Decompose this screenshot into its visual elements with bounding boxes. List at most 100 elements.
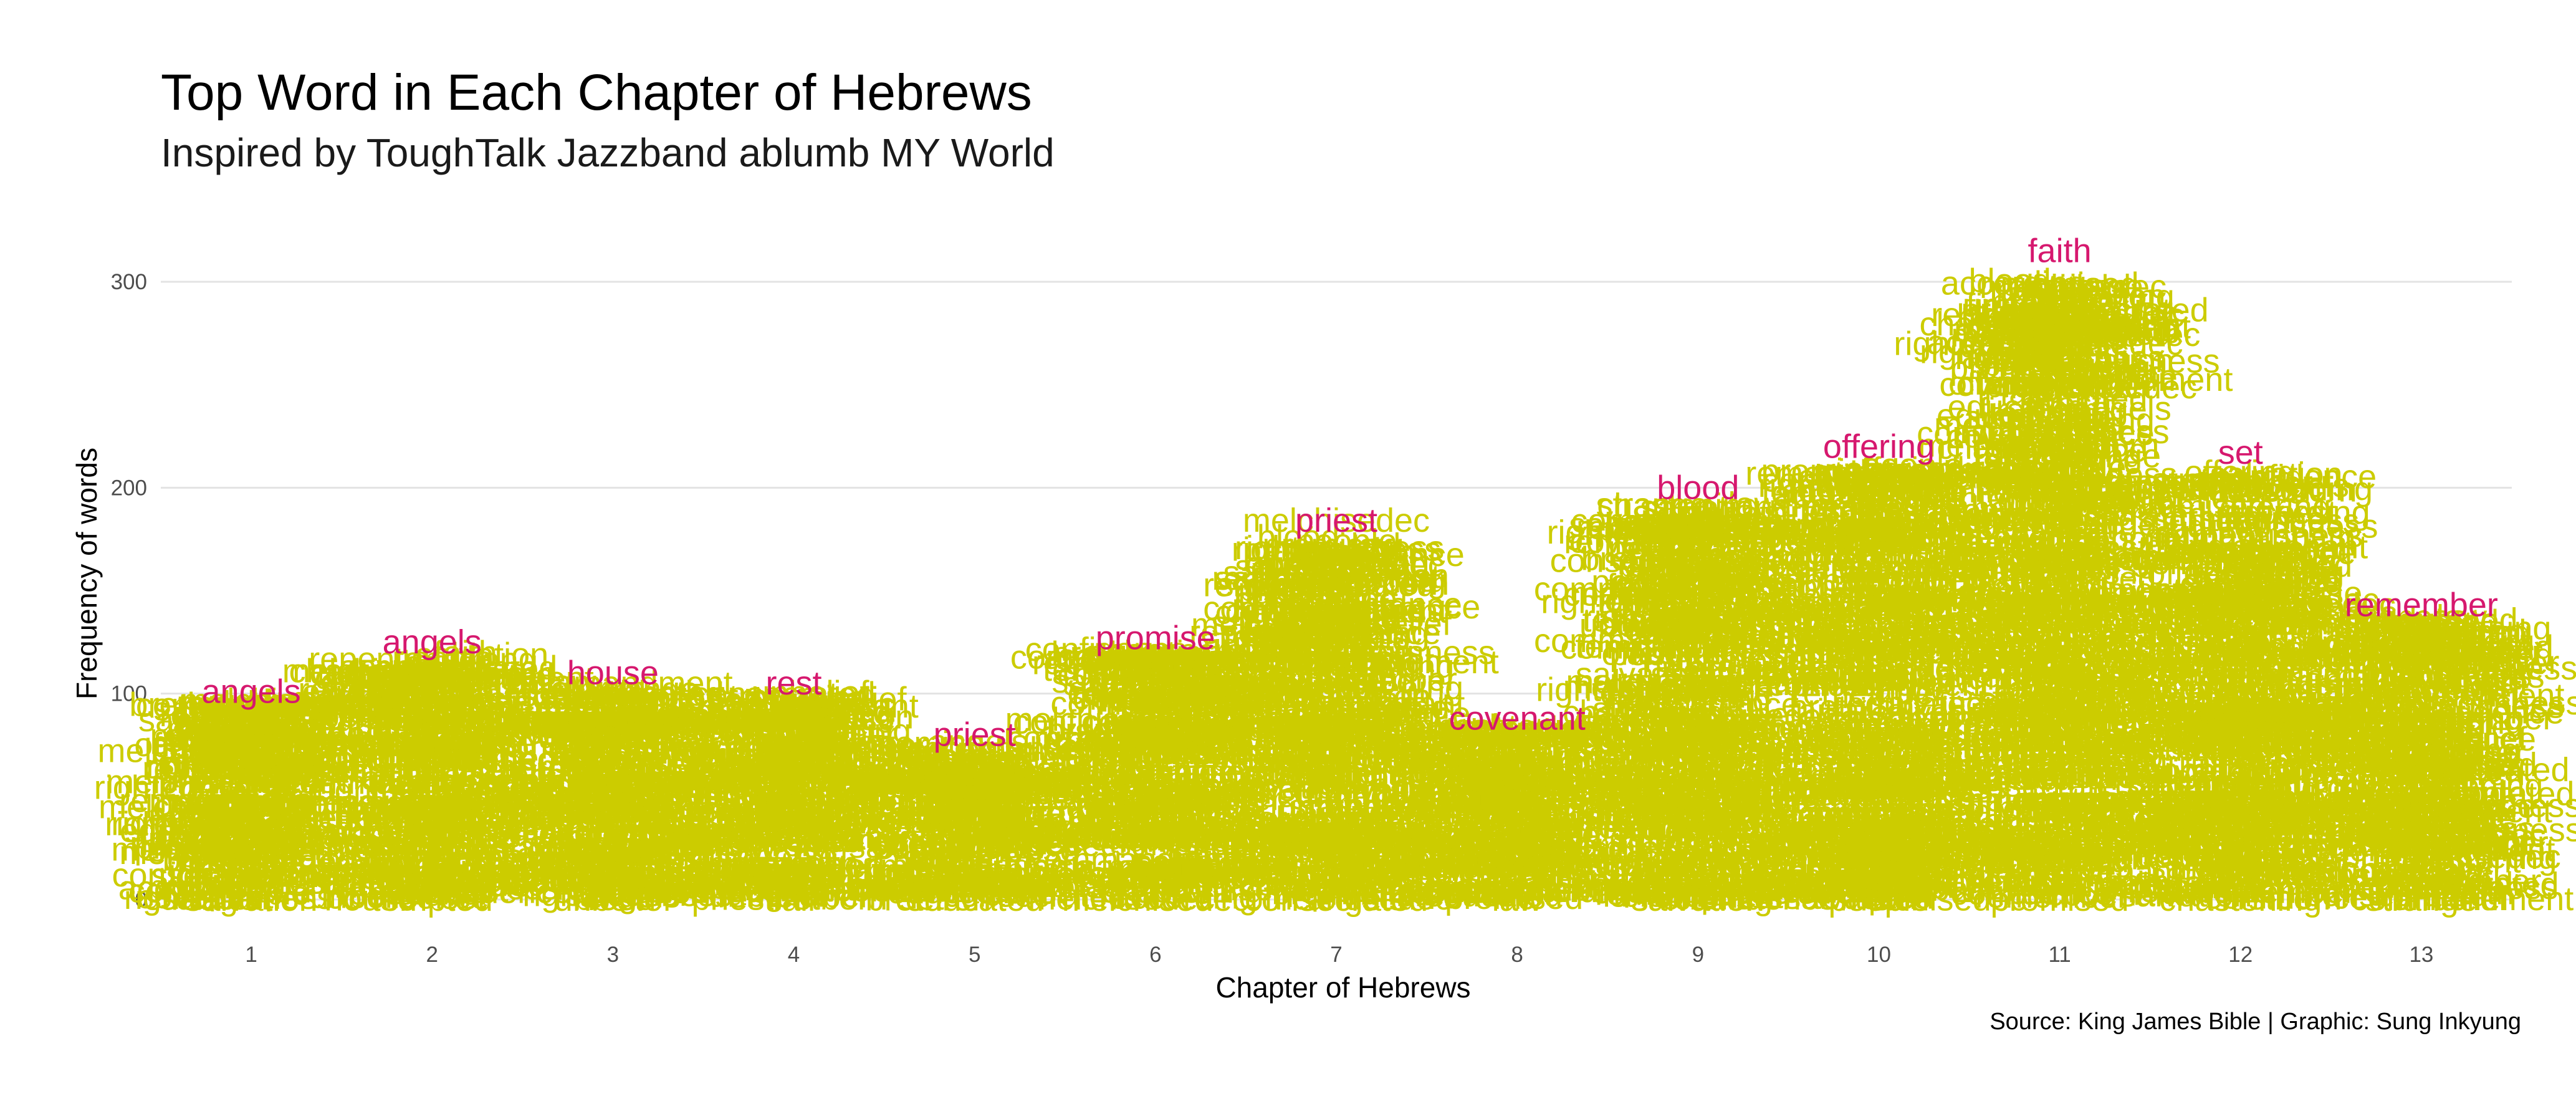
cloud-word-point: law: [190, 797, 241, 835]
cloud-word-point: set: [2229, 642, 2274, 679]
x-tick-label: 2: [426, 943, 438, 967]
cloud-word-point: priest: [159, 803, 241, 840]
word-point: salvation: [1632, 881, 1764, 918]
cloud-word-point: fail: [241, 857, 284, 895]
cloud-word-point: repentance: [180, 724, 348, 762]
cloud-word-point: salvation: [204, 753, 337, 790]
cloud-word-point: blood: [256, 819, 338, 857]
cloud-word-point: promise: [150, 718, 270, 755]
cloud-word-point: according: [2224, 494, 2370, 532]
cloud-word-point: people: [209, 875, 310, 912]
cloud-word-point: repentance: [298, 671, 466, 709]
cloud-word-point: tempted: [189, 751, 310, 789]
cloud-word-point: strange: [232, 716, 345, 753]
cloud-word-point: unbelief: [228, 683, 347, 721]
cloud-word-point: brethren: [177, 720, 302, 757]
cloud-word-point: consecrated: [395, 708, 578, 746]
cloud-word-point: law: [358, 824, 409, 862]
cloud-word-point: chastening: [290, 825, 453, 863]
cloud-word-point: sabbath: [335, 791, 455, 828]
cloud-word-point: consecrated: [112, 857, 295, 894]
word-point: unbelief: [554, 881, 673, 918]
cloud-word-point: priest: [357, 672, 439, 709]
cloud-word-point: confidence: [346, 724, 509, 761]
cloud-word-point: tempted: [229, 858, 351, 895]
cloud-word-point: educated: [412, 778, 550, 815]
cloud-word-point: chastening: [151, 724, 314, 762]
cloud-word-point: brethren: [211, 740, 337, 777]
cloud-word-point: tempted: [341, 732, 462, 770]
word-point: strange: [2365, 881, 2478, 918]
cloud-word-point: salvation: [213, 722, 345, 760]
cloud-word-point: according: [380, 658, 526, 695]
cloud-word-point: melchisedec: [167, 709, 354, 746]
cloud-word-point: offering: [233, 699, 345, 737]
cloud-word-point: melchisedec: [198, 742, 385, 779]
cloud-word-point: unbelief: [214, 687, 333, 724]
x-tick-label: 9: [1692, 943, 1704, 967]
top-word-label: priest: [1295, 502, 1377, 539]
word-point: people: [1828, 881, 1929, 918]
cloud-word-point: angels: [193, 693, 292, 730]
cloud-word-point: righteousness: [124, 879, 333, 916]
cloud-word-point: set: [258, 830, 303, 868]
cloud-word-point: righteousness: [195, 847, 405, 884]
cloud-word-point: melchisedec: [111, 830, 298, 868]
chart-subtitle: Inspired by ToughTalk Jazzband ablumb MY…: [161, 130, 1055, 175]
cloud-word-point: set: [274, 763, 319, 800]
cloud-word-point: chastening: [315, 659, 477, 696]
cloud-word-point: strange: [145, 880, 257, 918]
cloud-word-point: chastening: [356, 690, 519, 727]
cloud-word-point: strong: [339, 686, 433, 723]
cloud-word-point: unbelief: [173, 832, 291, 870]
cloud-word-point: rest: [183, 863, 239, 900]
cloud-word-point: firstborn: [227, 854, 349, 891]
word-point: chastening: [2159, 881, 2322, 918]
cloud-word-point: salvation: [1221, 769, 1354, 806]
cloud-word-point: sabbath: [160, 880, 280, 917]
cloud-word-point: confidence: [154, 817, 317, 855]
cloud-word-point: unbelief: [395, 838, 513, 876]
cloud-word-point: salvation: [199, 695, 332, 732]
cloud-word-point: house: [1055, 726, 1146, 763]
cloud-word-point: firstborn: [237, 730, 359, 767]
cloud-word-point: angels: [339, 648, 438, 686]
word-point: righteousness: [1955, 339, 2164, 377]
cloud-word-point: strange: [151, 857, 264, 895]
cloud-word-point: brethren: [381, 726, 507, 763]
cloud-word-point: strong: [221, 741, 314, 779]
cloud-word-point: people: [150, 818, 251, 856]
cloud-word-point: brethren: [334, 787, 459, 825]
cloud-word-point: firstborn: [139, 821, 261, 858]
cloud-word-point: consecrated: [201, 715, 384, 752]
y-tick-label: 200: [111, 476, 147, 500]
cloud-word-point: fail: [352, 759, 395, 797]
cloud-word-point: offering: [134, 726, 246, 764]
cloud-word-point: offering: [221, 801, 332, 838]
cloud-word-point: brethren: [383, 737, 508, 775]
cloud-word-point: sabbath: [165, 718, 284, 755]
cloud-word-point: priest: [151, 727, 233, 765]
cloud-word-point: priest: [1788, 638, 1870, 676]
cloud-word-point: righteousness: [130, 825, 339, 863]
cloud-word-point: salvation: [183, 689, 316, 726]
cloud-word-point: law: [189, 834, 240, 871]
cloud-word-point: brethren: [176, 805, 301, 842]
top-word-label: blood: [1657, 469, 1739, 506]
cloud-word-point: angels: [148, 795, 247, 833]
cloud-word-point: according: [183, 785, 329, 823]
cloud-word-point: firstborn: [214, 817, 335, 854]
word-point: brethren: [370, 675, 495, 713]
cloud-word-point: priest: [254, 707, 336, 744]
cloud-word-point: firstborn: [391, 663, 512, 700]
cloud-word-point: righteousness: [314, 830, 524, 867]
word-cloud-points: repentancemelchisedecrighteousnessrememb…: [94, 262, 2576, 918]
cloud-word-point: tempted: [1063, 770, 1185, 808]
cloud-word-point: confidence: [232, 722, 395, 760]
cloud-word-point: angels: [409, 782, 509, 820]
cloud-word-point: people: [424, 655, 525, 693]
cloud-word-point: priest: [261, 756, 343, 794]
cloud-word-point: priest: [337, 860, 419, 898]
y-axis-ticks: 0 100 200 300: [111, 270, 147, 912]
word-point: sabbath: [734, 799, 853, 836]
